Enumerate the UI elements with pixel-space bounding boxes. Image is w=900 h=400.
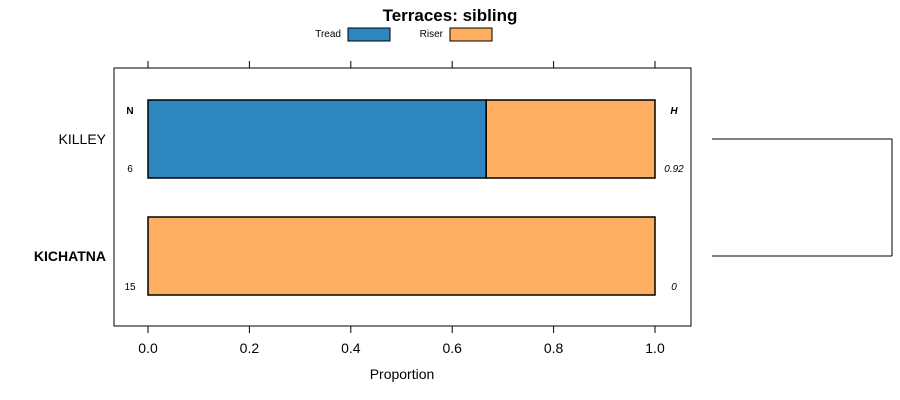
h-value: 0.92	[664, 164, 684, 175]
x-tick-label: 0.8	[544, 340, 564, 356]
legend-swatch-tread	[347, 27, 391, 42]
category-label: KICHATNA	[34, 248, 106, 264]
side-labels: N H 6 15 0.92 0	[124, 106, 684, 293]
legend-swatch-riser	[449, 27, 493, 42]
h-value: 0	[671, 282, 677, 293]
x-tick-label: 0.4	[341, 340, 361, 356]
x-tick-label: 1.0	[645, 340, 665, 356]
bars	[147, 99, 656, 296]
legend-label-tread: Tread	[315, 29, 341, 40]
n-value: 15	[124, 282, 136, 293]
chart-title: Terraces: sibling	[383, 6, 518, 25]
bar-segment-tread-killey	[147, 99, 487, 179]
n-value: 6	[127, 164, 133, 175]
bar-segment-riser-killey	[485, 99, 656, 179]
bottom-axis: 0.0 0.2 0.4 0.6 0.8 1.0	[138, 326, 665, 356]
h-header: H	[670, 106, 678, 117]
plot-panel	[113, 67, 692, 327]
top-axis-ticks	[147, 61, 656, 68]
x-tick-label: 0.2	[240, 340, 260, 356]
legend: Tread Riser	[315, 27, 493, 42]
n-header: N	[126, 106, 133, 117]
dendrogram	[712, 138, 893, 257]
x-tick-label: 0.6	[442, 340, 462, 356]
x-tick-label: 0.0	[138, 340, 158, 356]
category-labels: KILLEY KICHATNA	[34, 131, 107, 264]
category-label: KILLEY	[59, 131, 107, 147]
bar-segment-riser-kichatna	[147, 216, 656, 296]
x-axis-title: Proportion	[370, 366, 435, 382]
legend-label-riser: Riser	[420, 29, 444, 40]
